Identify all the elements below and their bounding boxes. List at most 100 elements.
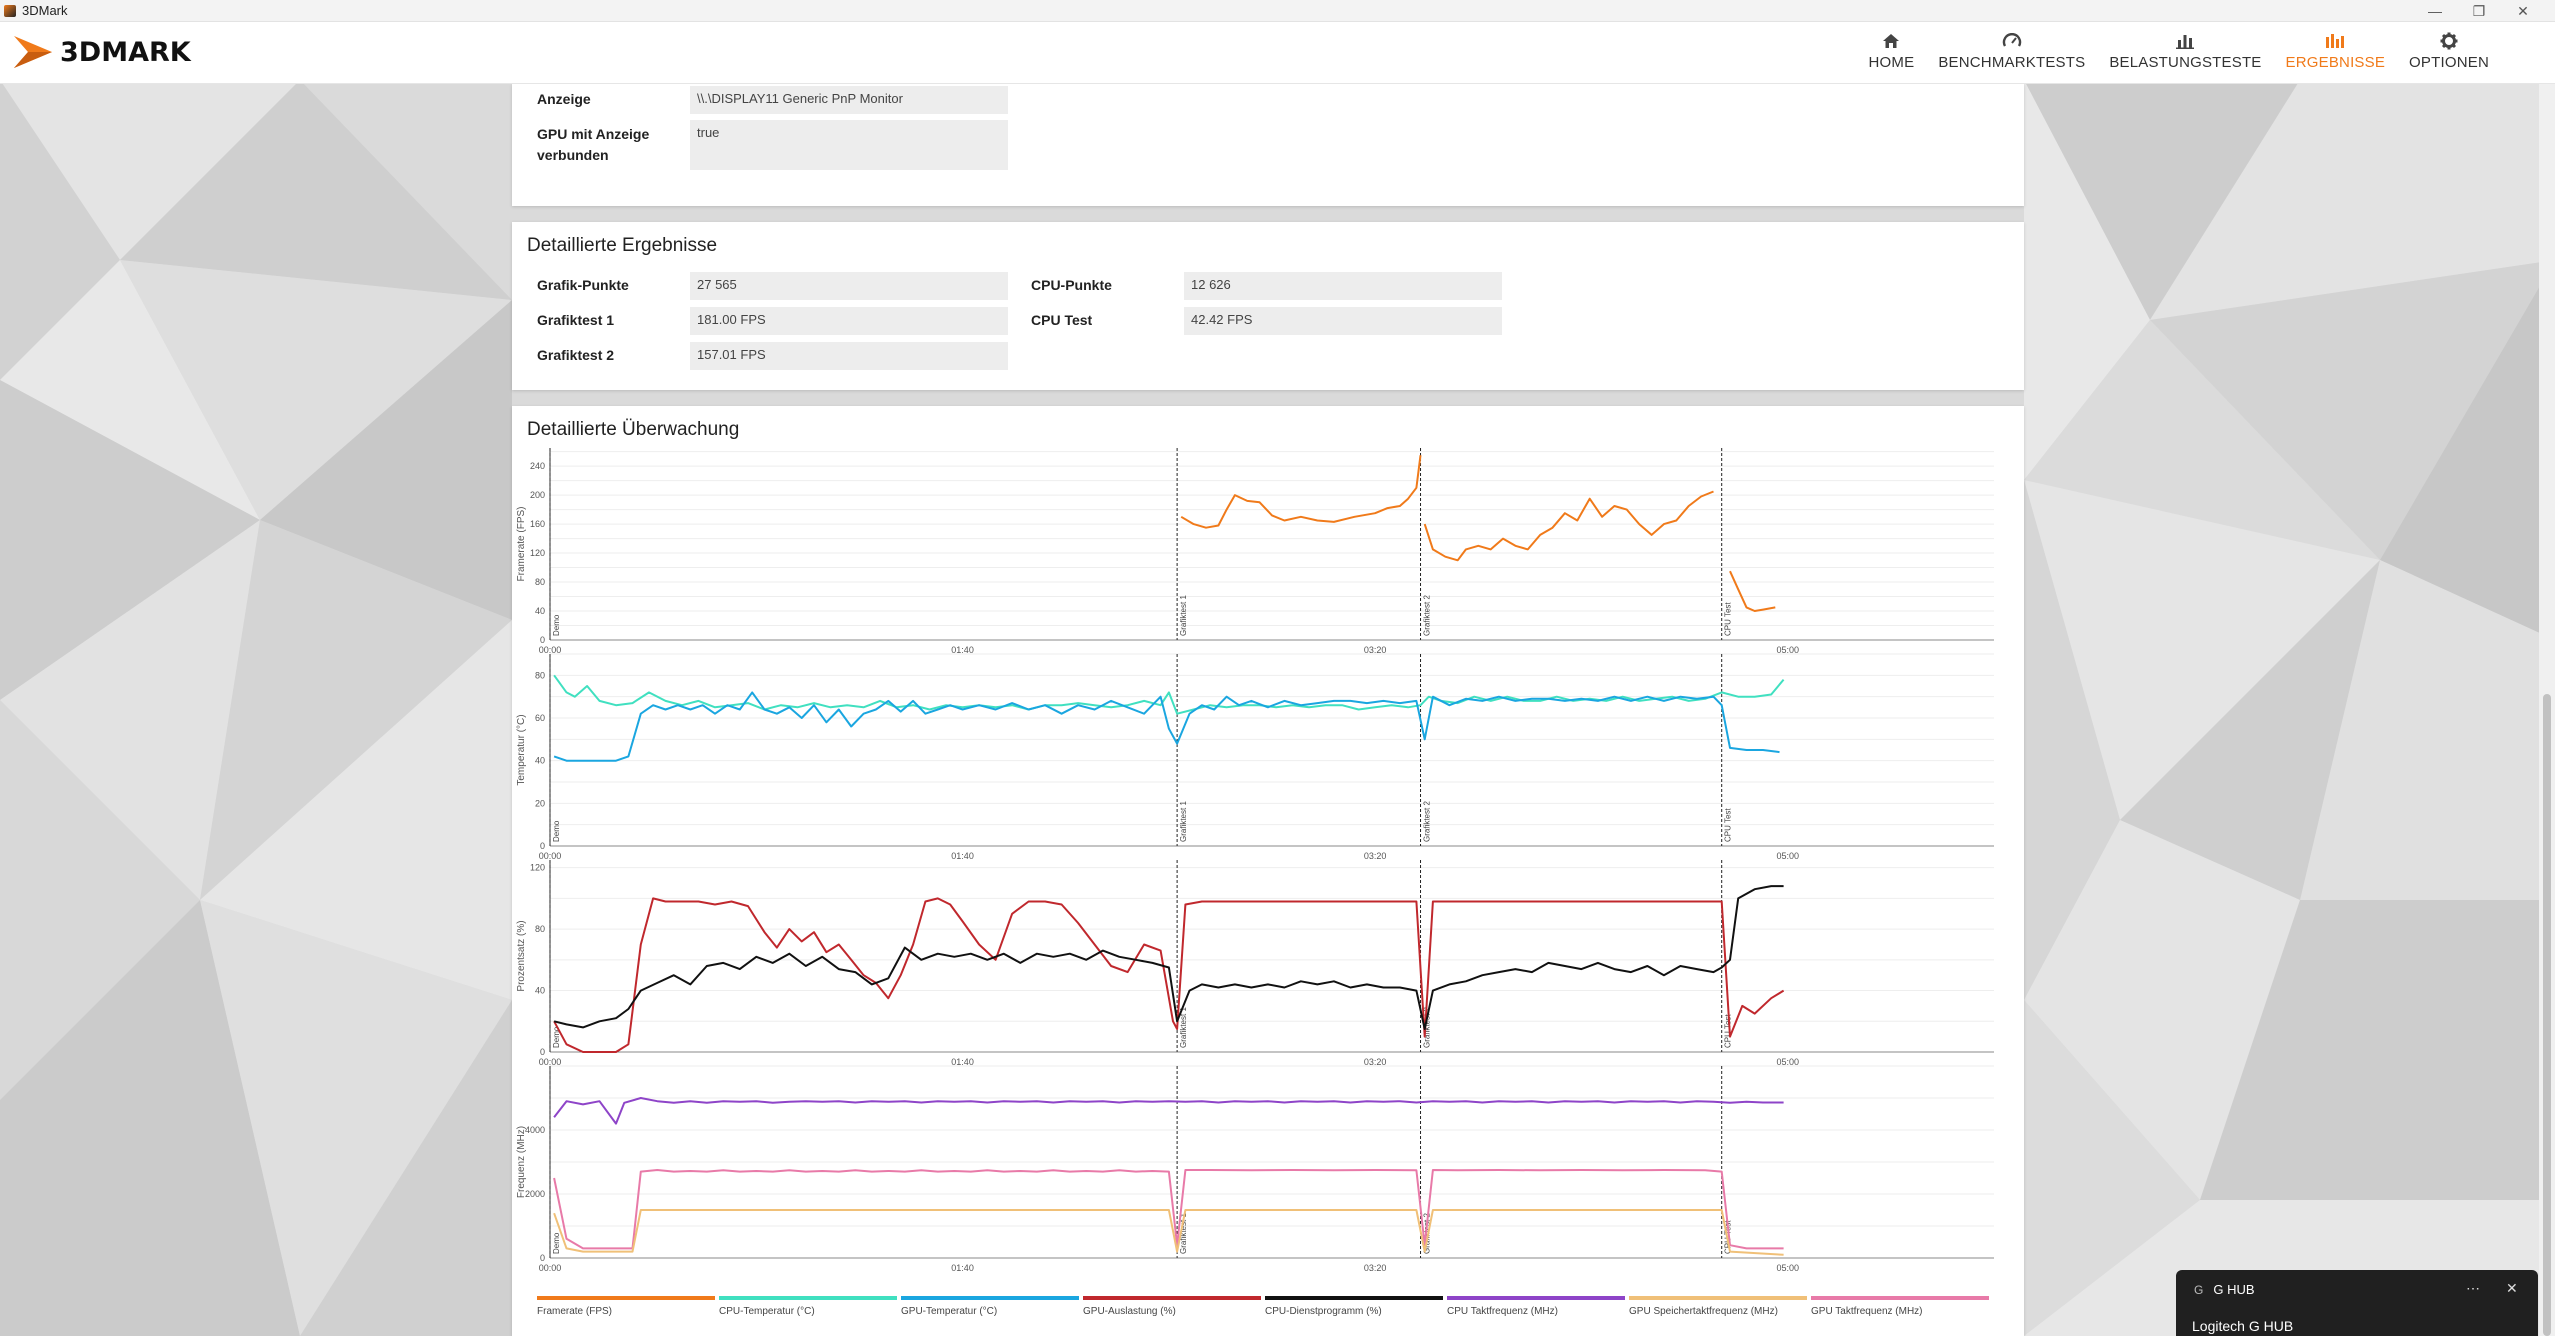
legend-label: CPU Taktfrequenz (MHz) [1447,1306,1558,1317]
y-axis-label: Frequenz (MHz) [516,1126,527,1198]
legend-label: GPU Taktfrequenz (MHz) [1811,1306,1923,1317]
legend-label: GPU-Auslastung (%) [1083,1306,1176,1317]
marker-label: Demo [552,1232,561,1254]
series-line [553,885,1784,1030]
close-button[interactable]: ✕ [2517,2,2529,19]
logo-text: 3DMARK [60,36,191,68]
cpu-test-label: CPU Test [1031,312,1093,328]
x-tick-label: 01:40 [951,851,974,861]
legend-swatch [1265,1296,1443,1300]
cpu-punkte-label: CPU-Punkte [1031,277,1112,293]
x-tick-label: 05:00 [1776,645,1799,655]
y-tick-label: 60 [535,713,545,723]
marker-label: Demo [552,1026,561,1048]
x-tick-label: 00:00 [539,851,562,861]
detailed-monitoring-card: Detaillierte Überwachung 0 40 80 120 160 200 2… [512,406,2024,1336]
x-tick-label: 00:00 [539,645,562,655]
marker-label: Grafiktest 1 [1179,1213,1188,1254]
series-line [553,691,1780,762]
nav-label-optionen: OPTIONEN [2409,54,2489,71]
app-icon [4,4,16,17]
x-tick-label: 03:20 [1364,645,1387,655]
y-tick-label: 120 [530,863,545,873]
grafiktest2-label: Grafiktest 2 [537,347,615,363]
nav-ergebnisse[interactable]: ERGEBNISSE [2274,28,2398,78]
nav-label-ergebnisse: ERGEBNISSE [2285,54,2386,71]
marker-label: Grafiktest 1 [1179,1007,1188,1048]
x-tick-label: 03:20 [1364,851,1387,861]
marker-label: CPU Test [1724,602,1733,636]
marker-label: Grafiktest 1 [1179,595,1188,636]
nav-belastungsteste[interactable]: BELASTUNGSTESTE [2097,28,2273,78]
x-tick-label: 00:00 [539,1057,562,1067]
grafiktest1-value: 181.00 FPS [690,307,1008,335]
x-tick-label: 03:20 [1364,1263,1387,1273]
cpu-test-value: 42.42 FPS [1184,307,1502,335]
y-tick-label: 80 [535,924,545,934]
y-tick-label: 200 [530,490,545,500]
y-tick-label: 160 [530,519,545,529]
series-line [553,1169,1784,1250]
ghub-notification[interactable]: G G HUB ⋯ ✕ Logitech G HUB [2176,1270,2538,1336]
series-line [553,674,1785,715]
legend-swatch [1811,1296,1989,1300]
speedometer-icon [2002,28,2022,54]
legend-swatch [719,1296,897,1300]
series-line [553,1097,1784,1125]
y-tick-label: 0 [540,1047,545,1057]
nav-benchmarktests[interactable]: BENCHMARKTESTS [1926,28,2097,78]
legend-swatch [1447,1296,1625,1300]
legend-label: GPU Speichertaktfrequenz (MHz) [1629,1306,1778,1317]
x-tick-label: 01:40 [951,1263,974,1273]
3dmark-logo[interactable]: 3DMARK [12,32,191,72]
marker-label: Grafiktest 2 [1423,595,1432,636]
x-tick-label: 01:40 [951,1057,974,1067]
page-scrollbar[interactable] [2539,84,2555,1336]
marker-label: CPU Test [1724,808,1733,842]
y-tick-label: 20 [535,798,545,808]
grafiktest1-label: Grafiktest 1 [537,312,615,328]
nav-label-home: HOME [1868,54,1915,71]
series-line [1729,570,1776,612]
nav-home[interactable]: HOME [1857,28,1927,78]
grafik-punkte-label: Grafik-Punkte [537,277,629,293]
marker-label: Grafiktest 1 [1179,801,1188,842]
series-line [553,897,1785,1053]
legend-swatch [901,1296,1079,1300]
gpu-connected-label-line2: verbunden [537,147,609,163]
x-tick-label: 05:00 [1776,1263,1799,1273]
y-tick-label: 80 [535,577,545,587]
x-tick-label: 05:00 [1776,1057,1799,1067]
window-titlebar: 3DMark — ❐ ✕ [0,0,2555,22]
legend-label: CPU-Dienstprogramm (%) [1265,1306,1382,1317]
y-tick-label: 240 [530,461,545,471]
marker-label: Demo [552,614,561,636]
x-tick-label: 05:00 [1776,851,1799,861]
cpu-punkte-value: 12 626 [1184,272,1502,300]
scrollbar-thumb[interactable] [2543,694,2551,1336]
y-tick-label: 4000 [525,1125,545,1135]
legend-label: Framerate (FPS) [537,1306,612,1317]
gpu-connected-value: true [690,120,1008,170]
anzeige-label: Anzeige [537,91,591,107]
y-tick-label: 40 [535,986,545,996]
maximize-button[interactable]: ❐ [2472,2,2486,19]
y-axis-label: Prozentsatz (%) [516,920,527,991]
y-tick-label: 0 [540,1253,545,1263]
y-tick-label: 120 [530,548,545,558]
gpu-connected-label-line1: GPU mit Anzeige [537,126,650,142]
marker-label: CPU Test [1724,1014,1733,1048]
ghub-close-button[interactable]: ✕ [2506,1280,2518,1296]
marker-label: Grafiktest 2 [1423,1007,1432,1048]
ghub-body: Logitech G HUB [2192,1318,2294,1334]
legend-swatch [1083,1296,1261,1300]
legend-label: CPU-Temperatur (°C) [719,1306,815,1317]
home-icon [1882,28,1900,54]
nav-label-belastungsteste: BELASTUNGSTESTE [2109,54,2262,71]
minimize-button[interactable]: — [2428,3,2442,19]
ghub-logo-icon: G [2194,1282,2204,1297]
ghub-more-button[interactable]: ⋯ [2466,1280,2480,1296]
nav-optionen[interactable]: OPTIONEN [2397,28,2501,78]
series-line [1180,455,1422,529]
